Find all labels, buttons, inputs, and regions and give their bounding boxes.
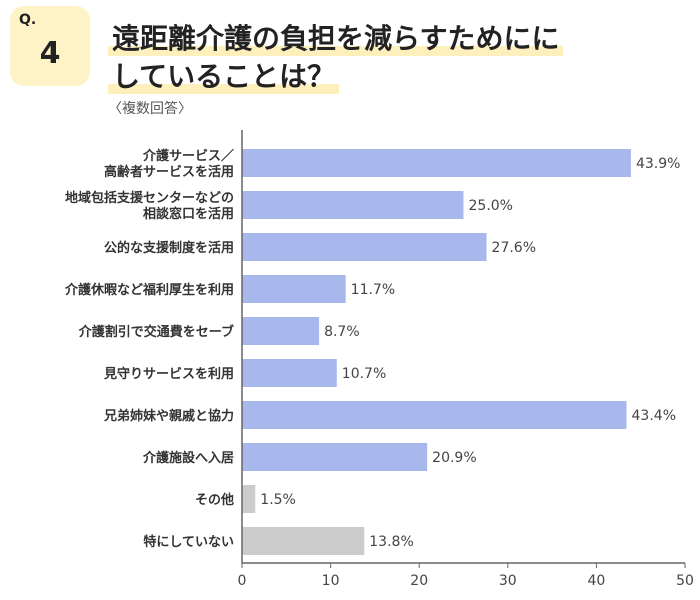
chart-subtitle: 〈複数回答〉 xyxy=(108,101,192,117)
x-tick-label: 40 xyxy=(587,573,605,589)
category-label: 高齢者サービスを活用 xyxy=(104,164,234,180)
data-label: 20.9% xyxy=(432,450,476,466)
data-label: 43.9% xyxy=(636,156,680,172)
question-badge: Q. 4 xyxy=(10,6,90,86)
bar xyxy=(242,191,464,219)
data-label: 10.7% xyxy=(342,366,386,382)
category-label: 公的な支援制度を活用 xyxy=(104,240,234,256)
bar xyxy=(242,275,346,303)
data-label: 1.5% xyxy=(260,492,296,508)
category-label: 介護サービス／ xyxy=(142,148,234,164)
data-label: 25.0% xyxy=(469,198,513,214)
bar xyxy=(242,443,428,471)
data-label: 43.4% xyxy=(632,408,676,424)
x-tick-label: 10 xyxy=(322,573,340,589)
bar xyxy=(242,401,627,429)
bar xyxy=(242,359,337,387)
x-tick-label: 50 xyxy=(676,573,694,589)
x-tick-label: 20 xyxy=(410,573,428,589)
x-tick-label: 30 xyxy=(499,573,517,589)
category-label: 見守りサービスを利用 xyxy=(103,366,234,382)
category-label: 介護施設へ入居 xyxy=(142,450,234,466)
question-label: Q. xyxy=(19,12,37,28)
category-label: 介護休暇など福利厚生を利用 xyxy=(64,282,234,298)
category-label: 兄弟姉妹や親戚と協力 xyxy=(103,408,234,424)
category-label: 相談窓口を活用 xyxy=(143,206,234,222)
category-label: その他 xyxy=(195,492,234,508)
data-label: 13.8% xyxy=(369,534,413,550)
bar xyxy=(242,233,487,261)
data-label: 8.7% xyxy=(324,324,360,340)
chart-title-line-2: していることは？ xyxy=(108,60,340,94)
data-label: 27.6% xyxy=(492,240,536,256)
bar xyxy=(242,149,631,177)
chart-title-line-1: 遠距離介護の負担を減らすためにに xyxy=(108,22,564,56)
category-label: 地域包括支援センターなどの xyxy=(65,190,234,206)
data-label: 11.7% xyxy=(351,282,395,298)
category-label: 特にしていない xyxy=(143,534,234,550)
bar xyxy=(242,527,365,555)
bar xyxy=(242,317,320,345)
bar xyxy=(242,485,256,513)
category-label: 介護割引で交通費をセーブ xyxy=(78,324,234,340)
x-tick-label: 0 xyxy=(238,573,247,589)
question-number: 4 xyxy=(39,36,61,71)
